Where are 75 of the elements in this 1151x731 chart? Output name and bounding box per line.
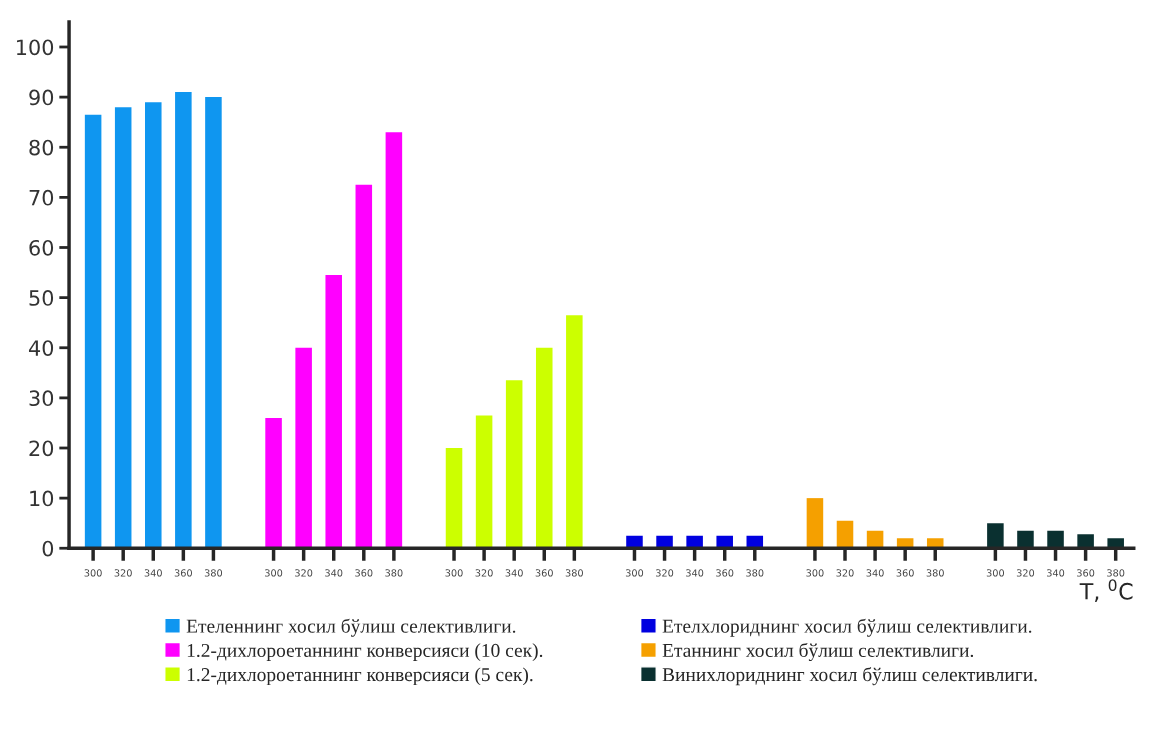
- bar: [656, 535, 673, 549]
- bar: [1017, 530, 1034, 549]
- bar: [385, 132, 403, 549]
- x-tick-label: 380: [385, 569, 403, 577]
- bar: [1047, 530, 1064, 549]
- x-axis-title: T, $^{0}$C: [1079, 579, 1133, 602]
- x-tick-label: 380: [565, 569, 583, 577]
- bar: [205, 97, 222, 549]
- y-tick-label: 40: [28, 340, 54, 356]
- x-tick-label: 320: [475, 569, 493, 577]
- bar: [1107, 538, 1124, 549]
- y-tick-label: 80: [29, 139, 54, 156]
- x-tick-label: 320: [295, 569, 313, 577]
- legend-label: Винихлориднинг хосил бўлиш селективлиги.: [662, 667, 1037, 686]
- bar: [145, 102, 162, 549]
- bar: [505, 380, 523, 549]
- bar: [806, 498, 824, 549]
- legend-label: Етеленнинг хосил бўлиш селективлиги.: [186, 618, 516, 637]
- y-tick-label: 10: [30, 490, 54, 507]
- x-tick-label: 300: [84, 569, 102, 577]
- bar: [295, 347, 312, 549]
- x-tick-label: 320: [836, 569, 854, 577]
- y-tick-label: 0: [42, 540, 54, 557]
- x-tick-label: 380: [746, 569, 764, 577]
- y-tick-label: 20: [29, 440, 54, 457]
- x-tick-label: 340: [325, 569, 343, 577]
- x-tick-label: 300: [445, 569, 463, 577]
- x-tick-label: 340: [505, 569, 523, 577]
- x-tick-label: 360: [716, 569, 734, 577]
- y-tick-label: 30: [29, 390, 54, 407]
- x-tick-label: 320: [114, 569, 132, 577]
- x-tick-label: 360: [355, 569, 373, 577]
- x-tick-label: 360: [896, 569, 914, 577]
- legend-label: 1.2-дихлороетаннинг конверсияси (10 сек).: [187, 643, 543, 661]
- x-tick-label: 360: [1077, 569, 1095, 577]
- x-tick-label: 380: [204, 569, 223, 577]
- bar: [475, 415, 493, 549]
- x-tick-label: 300: [806, 569, 824, 577]
- x-tick-label: 300: [625, 569, 644, 577]
- bar: [626, 535, 643, 549]
- y-tick-label: 50: [29, 290, 54, 306]
- y-tick-label: 60: [29, 239, 54, 256]
- x-tick-label: 340: [144, 569, 162, 577]
- bar: [987, 523, 1004, 549]
- x-tick-label: 340: [1047, 569, 1065, 577]
- bar: [836, 520, 854, 549]
- bar: [355, 184, 373, 549]
- x-tick-label: 320: [1016, 569, 1035, 577]
- bar: [445, 448, 463, 549]
- x-tick-label: 360: [174, 569, 192, 577]
- bar: [926, 538, 944, 549]
- bar: [325, 275, 342, 549]
- legend-label: Етаннинг хосил бўлиш селективлиги.: [662, 642, 974, 661]
- x-tick-label: 300: [265, 569, 283, 577]
- x-tick-label: 360: [535, 569, 553, 577]
- legend-label: 1.2-дихлороетаннинг конверсияси (5 сек).: [187, 667, 533, 686]
- bar: [566, 315, 583, 549]
- bar: [686, 535, 703, 549]
- bar: [535, 347, 553, 549]
- bar: [114, 107, 132, 549]
- bar: [84, 114, 102, 549]
- x-tick-label: 340: [686, 569, 704, 577]
- bar: [716, 535, 733, 549]
- legend-label: Етелхлориднинг хосил бўлиш селективлиги.: [662, 618, 1032, 637]
- x-tick-label: 300: [986, 569, 1005, 577]
- y-tick-label: 90: [29, 89, 54, 106]
- y-tick-label: 70: [29, 189, 54, 206]
- y-tick-label: 100: [17, 39, 54, 56]
- bar: [265, 417, 282, 549]
- x-tick-label: 380: [1107, 569, 1125, 577]
- x-tick-label: 380: [926, 569, 944, 577]
- bar: [175, 92, 192, 549]
- bar: [1077, 534, 1094, 549]
- x-tick-label: 320: [656, 569, 674, 577]
- x-tick-label: 340: [866, 569, 884, 577]
